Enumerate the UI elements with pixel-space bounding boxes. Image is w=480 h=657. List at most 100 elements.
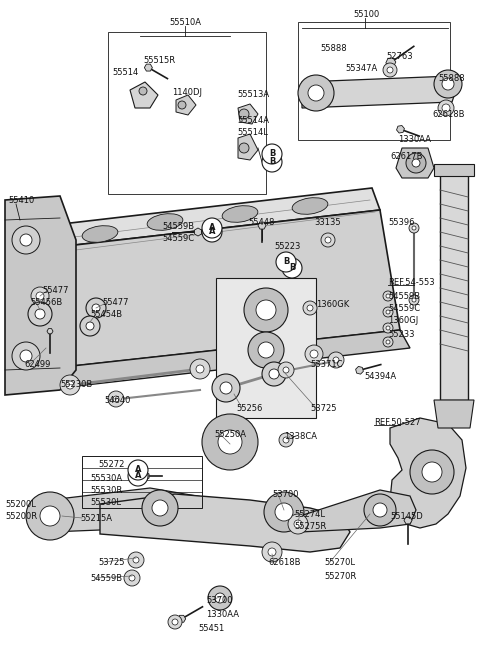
- Circle shape: [387, 67, 393, 73]
- Circle shape: [124, 570, 140, 586]
- Text: 55530R: 55530R: [90, 486, 122, 495]
- Text: 55448: 55448: [248, 218, 275, 227]
- Text: 1360GK: 1360GK: [316, 300, 349, 309]
- Polygon shape: [36, 330, 410, 390]
- Polygon shape: [176, 95, 196, 115]
- Text: 55477: 55477: [102, 298, 129, 307]
- Circle shape: [256, 300, 276, 320]
- Circle shape: [383, 307, 393, 317]
- Circle shape: [239, 109, 249, 119]
- Polygon shape: [238, 104, 258, 124]
- Circle shape: [438, 100, 454, 116]
- Circle shape: [442, 78, 454, 90]
- Text: 55230B: 55230B: [60, 380, 92, 389]
- Text: 55250A: 55250A: [214, 430, 246, 439]
- Circle shape: [218, 430, 242, 454]
- Polygon shape: [386, 58, 396, 67]
- Polygon shape: [144, 64, 152, 71]
- Text: 1360GJ: 1360GJ: [388, 316, 418, 325]
- Text: A: A: [209, 223, 215, 233]
- Text: 55274L: 55274L: [294, 510, 325, 519]
- Circle shape: [386, 294, 390, 298]
- Circle shape: [80, 316, 100, 336]
- Text: 55275R: 55275R: [294, 522, 326, 531]
- Text: 54559C: 54559C: [388, 304, 420, 313]
- Circle shape: [12, 342, 40, 370]
- Circle shape: [308, 85, 324, 101]
- Text: 55510A: 55510A: [169, 18, 201, 27]
- Circle shape: [288, 514, 308, 534]
- Circle shape: [276, 252, 296, 272]
- Circle shape: [168, 615, 182, 629]
- Text: 54559B: 54559B: [90, 574, 122, 583]
- Text: 53700: 53700: [206, 596, 232, 605]
- Circle shape: [373, 503, 387, 517]
- Text: 62617B: 62617B: [390, 152, 422, 161]
- Circle shape: [248, 332, 284, 368]
- Text: 1330AA: 1330AA: [206, 610, 239, 619]
- Circle shape: [128, 552, 144, 568]
- Text: B: B: [289, 263, 295, 273]
- Circle shape: [422, 462, 442, 482]
- Text: 55888: 55888: [438, 74, 465, 83]
- Circle shape: [35, 309, 45, 319]
- Text: 62499: 62499: [24, 360, 50, 369]
- Circle shape: [325, 237, 331, 243]
- Circle shape: [92, 304, 100, 312]
- Text: 55530L: 55530L: [90, 498, 121, 507]
- Text: 55270L: 55270L: [324, 558, 355, 567]
- Circle shape: [412, 298, 416, 302]
- Polygon shape: [100, 494, 350, 552]
- Text: 55514: 55514: [112, 68, 138, 77]
- Circle shape: [410, 450, 454, 494]
- Circle shape: [383, 323, 393, 333]
- Text: 55200L: 55200L: [5, 500, 36, 509]
- Circle shape: [406, 153, 426, 173]
- Circle shape: [386, 310, 390, 314]
- Circle shape: [190, 359, 210, 379]
- Circle shape: [258, 342, 274, 358]
- Circle shape: [133, 557, 139, 563]
- Circle shape: [196, 365, 204, 373]
- Circle shape: [412, 226, 416, 230]
- Circle shape: [298, 75, 334, 111]
- Circle shape: [20, 350, 32, 362]
- Text: 55200R: 55200R: [5, 512, 37, 521]
- Text: A: A: [135, 472, 141, 480]
- Circle shape: [333, 357, 339, 363]
- Text: 55456B: 55456B: [30, 298, 62, 307]
- Circle shape: [383, 63, 397, 77]
- Circle shape: [86, 322, 94, 330]
- Circle shape: [383, 337, 393, 347]
- Text: 55215A: 55215A: [80, 514, 112, 523]
- Circle shape: [328, 352, 344, 368]
- Circle shape: [305, 345, 323, 363]
- Text: 55145D: 55145D: [390, 512, 423, 521]
- Text: A: A: [209, 227, 215, 237]
- Circle shape: [269, 369, 279, 379]
- Circle shape: [139, 87, 147, 95]
- Text: 55233: 55233: [388, 330, 415, 339]
- Text: 55256: 55256: [236, 404, 263, 413]
- Polygon shape: [356, 367, 363, 374]
- Circle shape: [208, 586, 232, 610]
- Circle shape: [279, 433, 293, 447]
- Circle shape: [264, 492, 304, 532]
- Text: 55514A: 55514A: [237, 116, 269, 125]
- Polygon shape: [14, 210, 400, 370]
- Bar: [298, 22, 450, 140]
- Circle shape: [310, 350, 318, 358]
- Circle shape: [220, 382, 232, 394]
- Circle shape: [86, 298, 106, 318]
- Text: 55888: 55888: [320, 44, 347, 53]
- Circle shape: [262, 362, 286, 386]
- Text: 53371C: 53371C: [310, 360, 343, 369]
- Circle shape: [212, 374, 240, 402]
- Text: 55454B: 55454B: [90, 310, 122, 319]
- Circle shape: [40, 506, 60, 526]
- Text: 52763: 52763: [386, 52, 413, 61]
- Polygon shape: [130, 82, 158, 108]
- Polygon shape: [434, 400, 474, 428]
- Text: B: B: [283, 258, 289, 267]
- Circle shape: [262, 542, 282, 562]
